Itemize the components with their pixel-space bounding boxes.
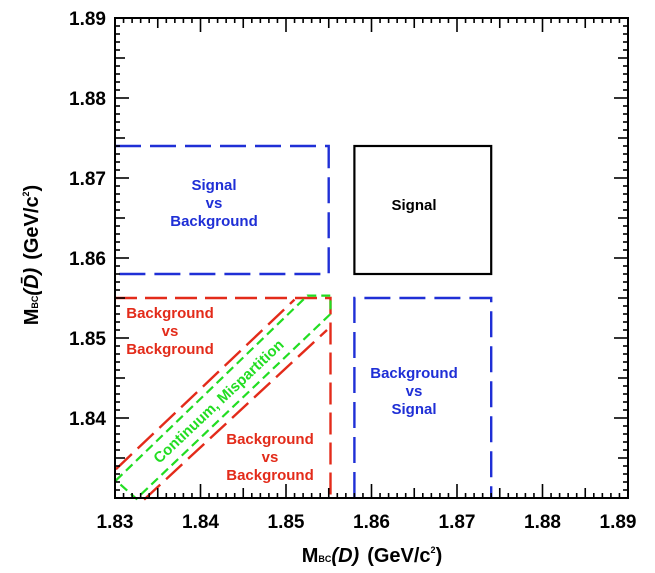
x-tick-label: 1.88 xyxy=(524,512,561,533)
x-tick-label: 1.84 xyxy=(182,512,219,533)
y-tick-labels: 1.84 1.85 1.86 1.87 1.88 1.89 xyxy=(69,9,106,430)
label-line: Background xyxy=(370,365,458,382)
label-line: Background xyxy=(226,467,314,484)
background-vs-background-boundary xyxy=(115,296,332,498)
background-vs-background-upper-label: Background vs Background xyxy=(126,305,214,358)
label-line: Background xyxy=(126,341,214,358)
label-line: vs xyxy=(162,323,179,340)
background-vs-signal-box xyxy=(353,296,493,498)
signal-box xyxy=(353,144,493,276)
y-tick-label: 1.89 xyxy=(69,9,106,30)
label-line: Background xyxy=(170,213,258,230)
y-tick-label: 1.88 xyxy=(69,89,106,110)
continuum-mispartition-band xyxy=(114,294,332,501)
label-line: Background xyxy=(226,431,314,448)
background-band-upper-edge xyxy=(115,298,296,471)
signal-label: Signal xyxy=(391,197,436,214)
x-axis-title: MBC(D) (GeV/c2) xyxy=(302,545,442,567)
x-tick-label: 1.86 xyxy=(353,512,390,533)
label-line: vs xyxy=(406,383,423,400)
axis-ticks xyxy=(114,17,629,499)
x-tick-label: 1.83 xyxy=(97,512,134,533)
label-line: Signal xyxy=(191,177,236,194)
signal-vs-background-box xyxy=(115,144,330,276)
signal-vs-background-label: Signal vs Background xyxy=(170,177,258,230)
label-line: vs xyxy=(206,195,223,212)
label-line: Background xyxy=(126,305,214,322)
x-tick-labels: 1.83 1.84 1.85 1.86 1.87 1.88 1.89 xyxy=(97,512,637,533)
background-vs-background-lower-label: Background vs Background xyxy=(226,431,314,484)
y-tick-label: 1.84 xyxy=(69,409,106,430)
label-line: Signal xyxy=(391,401,436,418)
label-line: vs xyxy=(262,449,279,466)
x-tick-label: 1.89 xyxy=(600,512,637,533)
y-tick-label: 1.86 xyxy=(69,249,106,270)
background-vs-signal-label: Background vs Signal xyxy=(370,365,458,418)
y-axis-title: MBC(D̄)(GeV/c2) xyxy=(21,185,43,325)
background-band-lower-edge xyxy=(143,329,328,501)
regions-layer xyxy=(114,144,493,501)
y-tick-label: 1.85 xyxy=(69,329,106,350)
x-tick-label: 1.85 xyxy=(268,512,305,533)
y-tick-label: 1.87 xyxy=(69,169,106,190)
x-tick-label: 1.87 xyxy=(439,512,476,533)
